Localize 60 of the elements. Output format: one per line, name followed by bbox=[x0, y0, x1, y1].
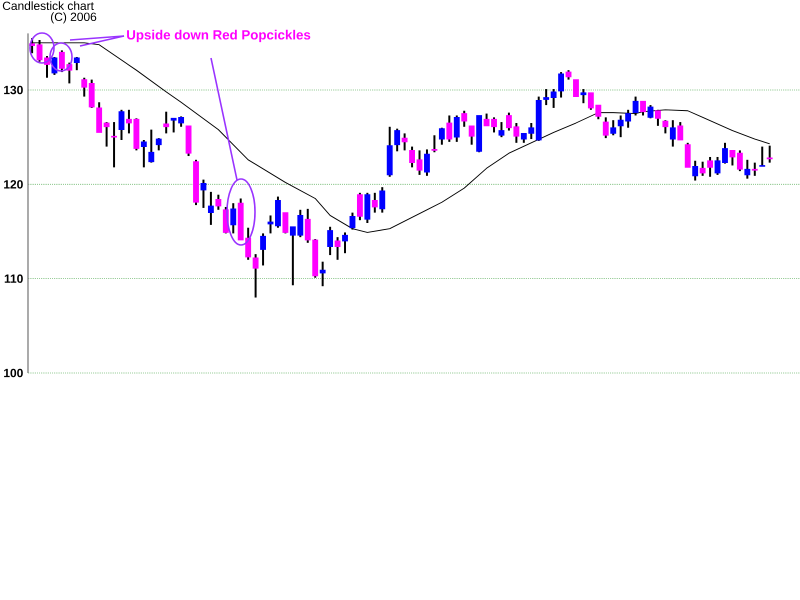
candlestick bbox=[632, 96, 639, 116]
candlestick bbox=[163, 110, 170, 134]
candlestick bbox=[215, 194, 222, 211]
annotation: Upside down Red Popcickles bbox=[127, 30, 310, 42]
candlestick bbox=[230, 202, 236, 234]
candlestick bbox=[327, 226, 334, 256]
candlestick bbox=[372, 192, 378, 214]
candlestick bbox=[654, 108, 661, 127]
candlestick bbox=[208, 190, 214, 226]
candlestick bbox=[580, 88, 586, 104]
candlestick bbox=[468, 124, 475, 146]
candlestick bbox=[744, 158, 750, 180]
candlestick bbox=[200, 178, 206, 209]
candlestick bbox=[498, 121, 504, 138]
candlestick bbox=[759, 146, 766, 168]
candlestick bbox=[707, 156, 714, 178]
candlestick bbox=[88, 78, 95, 109]
chart-subtitle: (C) 2006 bbox=[51, 12, 96, 24]
candlestick bbox=[118, 108, 124, 141]
y-tick-label: 110 bbox=[4, 274, 23, 283]
candlestick bbox=[558, 71, 564, 99]
candlestick bbox=[74, 56, 80, 72]
candlestick bbox=[156, 137, 162, 152]
candlestick bbox=[684, 142, 691, 168]
candlestick bbox=[454, 114, 460, 143]
candlestick bbox=[81, 76, 88, 98]
candlestick bbox=[640, 100, 646, 116]
candlestick bbox=[282, 212, 288, 234]
candlestick bbox=[662, 119, 668, 134]
candlestick bbox=[148, 128, 154, 164]
candlestick bbox=[692, 160, 698, 182]
candlestick bbox=[677, 121, 684, 141]
candlestick bbox=[670, 119, 676, 148]
candlestick bbox=[304, 208, 311, 244]
y-tick-label: 120 bbox=[4, 180, 23, 189]
candlestick bbox=[140, 138, 147, 168]
candlestick bbox=[260, 232, 266, 266]
candlestick bbox=[648, 104, 654, 120]
candlestick bbox=[573, 79, 579, 97]
candlestick bbox=[461, 110, 468, 128]
candlestick bbox=[402, 132, 408, 152]
candlestick bbox=[342, 231, 348, 254]
candlestick bbox=[438, 126, 445, 146]
candlestick bbox=[431, 134, 438, 154]
y-tick-label: 130 bbox=[4, 86, 23, 94]
y-tick-label: 100 bbox=[4, 368, 23, 378]
candlestick bbox=[394, 128, 400, 152]
candlestick bbox=[602, 116, 609, 140]
candlestick bbox=[610, 119, 616, 136]
candlestick bbox=[334, 236, 340, 261]
candlestick bbox=[320, 260, 326, 288]
candlestick bbox=[356, 192, 363, 222]
candlestick bbox=[424, 148, 430, 177]
candlestick bbox=[566, 69, 572, 81]
candlestick bbox=[252, 253, 259, 299]
candlestick bbox=[379, 186, 386, 214]
candlestick bbox=[111, 121, 117, 168]
chart-title: Candlestick chart bbox=[2, 1, 94, 10]
candlestick bbox=[700, 160, 706, 177]
candlestick bbox=[446, 114, 452, 143]
